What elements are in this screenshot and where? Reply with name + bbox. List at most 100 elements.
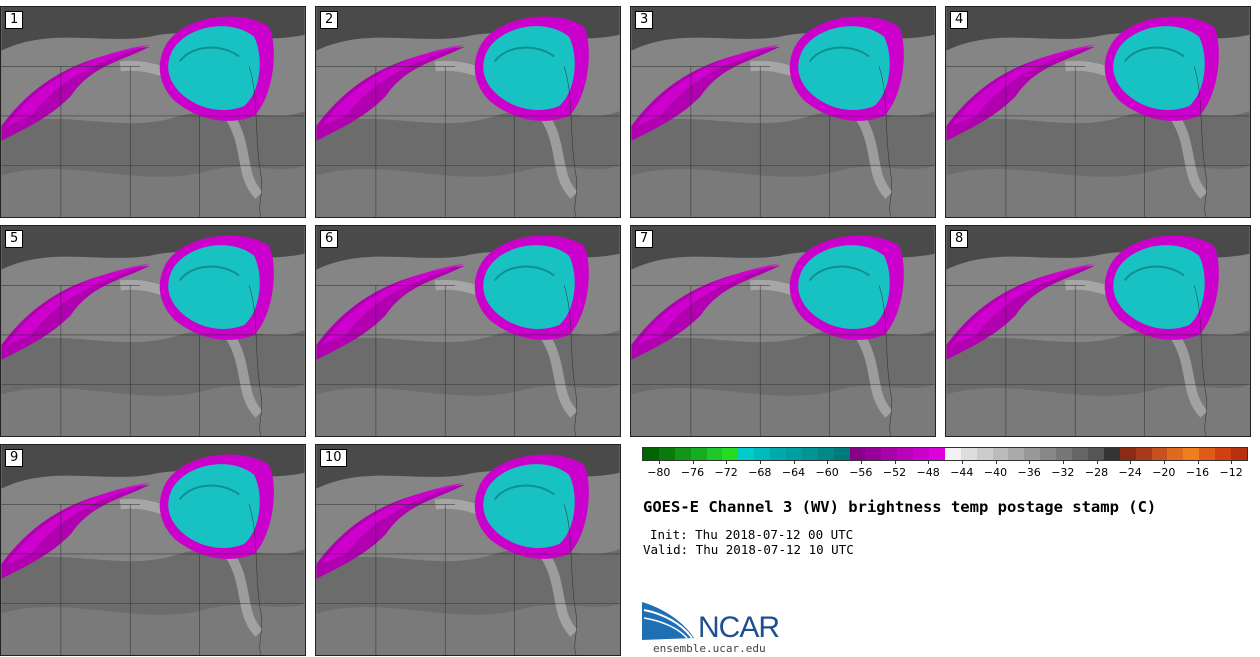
colorbar-tick-label: −12 (1219, 466, 1243, 479)
stamp-map (316, 226, 620, 436)
colorbar-tick-mark (1062, 460, 1064, 464)
colorbar-swatch (897, 448, 914, 460)
panel-number: 7 (635, 230, 654, 248)
colorbar-swatch (817, 448, 834, 460)
colorbar-tick-mark (1231, 460, 1233, 464)
stamp-panel-8[interactable]: 8 (945, 225, 1251, 437)
colorbar-tick-label: −64 (781, 466, 806, 479)
stamp-panel-10[interactable]: 10 (315, 444, 621, 656)
colorbar-swatch (690, 448, 707, 460)
stamp-panel-3[interactable]: 3 (630, 6, 936, 218)
colorbar-swatch (738, 448, 755, 460)
colorbar-tick-mark (1163, 460, 1165, 464)
ncar-logo-icon (642, 602, 694, 640)
colorbar-swatch (944, 448, 961, 460)
colorbar-tick-mark (995, 460, 997, 464)
colorbar-tick-mark (894, 460, 896, 464)
colorbar-swatch (1024, 448, 1041, 460)
colorbar-swatch (754, 448, 771, 460)
stamp-map (316, 445, 620, 655)
colorbar-tick-mark (1130, 460, 1132, 464)
colorbar-swatch (786, 448, 802, 460)
colorbar-swatch (1215, 448, 1231, 460)
colorbar-swatch (865, 448, 882, 460)
colorbar-swatch (722, 448, 739, 460)
colorbar-tick-label: −48 (916, 466, 940, 479)
stamp-panel-9[interactable]: 9 (0, 444, 306, 656)
stamp-map (946, 7, 1250, 217)
colorbar-swatch (1119, 448, 1136, 460)
panel-number: 9 (5, 449, 24, 467)
colorbar-tick-mark (827, 460, 829, 464)
colorbar-tick-label: −32 (1051, 466, 1075, 479)
colorbar-tick-label: −60 (815, 466, 839, 479)
panel-number: 1 (5, 11, 24, 29)
colorbar-tick-mark (726, 460, 728, 464)
panel-number: 3 (635, 11, 654, 29)
colorbar-tick-mark (1197, 460, 1199, 464)
colorbar-swatch (1056, 448, 1073, 460)
colorbar-swatch (1183, 448, 1200, 460)
logo-text: NCAR (698, 611, 780, 644)
stamp-panel-7[interactable]: 7 (630, 225, 936, 437)
colorbar-swatch (706, 448, 723, 460)
stamp-panel-1[interactable]: 1 (0, 6, 306, 218)
colorbar-tick-mark (759, 460, 761, 464)
colorbar-swatch (801, 448, 818, 460)
panel-number: 2 (320, 11, 339, 29)
colorbar-swatch (674, 448, 691, 460)
stamp-map (1, 7, 305, 217)
stamp-panel-2[interactable]: 2 (315, 6, 621, 218)
colorbar-tick-label: −72 (714, 466, 738, 479)
panel-number: 8 (950, 230, 969, 248)
colorbar-swatch (658, 448, 675, 460)
colorbar-tick-mark (692, 460, 694, 464)
stamp-map (1, 226, 305, 436)
colorbar-tick-mark (1029, 460, 1031, 464)
stamp-map (316, 7, 620, 217)
colorbar-tick-label: −20 (1152, 466, 1176, 479)
colorbar-tick-mark (860, 460, 862, 464)
colorbar-tick-label: −56 (849, 466, 873, 479)
colorbar-swatch (1103, 448, 1120, 460)
stamp-panel-6[interactable]: 6 (315, 225, 621, 437)
init-time: Init: Thu 2018-07-12 00 UTC (650, 527, 854, 542)
colorbar-swatch (770, 448, 787, 460)
colorbar (642, 447, 1248, 461)
colorbar-tick-label: −40 (983, 466, 1008, 479)
page-title: GOES-E Channel 3 (WV) brightness temp po… (643, 498, 1157, 516)
colorbar-swatch (929, 448, 945, 460)
colorbar-tick-label: −44 (950, 466, 974, 479)
colorbar-tick-mark (961, 460, 963, 464)
colorbar-tick-mark (928, 460, 930, 464)
stamp-panel-5[interactable]: 5 (0, 225, 306, 437)
colorbar-tick-mark (793, 460, 795, 464)
colorbar-swatch (1151, 448, 1168, 460)
stamp-map (1, 445, 305, 655)
colorbar-swatch (1230, 448, 1247, 460)
colorbar-swatch (960, 448, 977, 460)
colorbar-tick-label: −52 (882, 466, 907, 479)
stamp-map (631, 7, 935, 217)
stamp-map (946, 226, 1250, 436)
colorbar-tick-mark (658, 460, 660, 464)
stamp-map (631, 226, 935, 436)
colorbar-swatch (976, 448, 993, 460)
colorbar-tick-label: −80 (647, 466, 671, 479)
panel-number: 4 (950, 11, 969, 29)
colorbar-swatch (1135, 448, 1152, 460)
colorbar-tick-label: −36 (1017, 466, 1041, 479)
panel-number: 5 (5, 230, 24, 248)
site-url[interactable]: ensemble.ucar.edu (653, 642, 766, 655)
valid-time: Valid: Thu 2018-07-12 10 UTC (643, 542, 854, 557)
colorbar-swatch (833, 448, 850, 460)
colorbar-tick-label: −24 (1118, 466, 1142, 479)
colorbar-swatch (1040, 448, 1057, 460)
colorbar-tick-label: −76 (680, 466, 705, 479)
colorbar-swatch (1199, 448, 1216, 460)
colorbar-swatch (643, 448, 659, 460)
colorbar-swatch (1008, 448, 1025, 460)
stamp-panel-4[interactable]: 4 (945, 6, 1251, 218)
colorbar-swatch (992, 448, 1009, 460)
colorbar-swatch (913, 448, 930, 460)
